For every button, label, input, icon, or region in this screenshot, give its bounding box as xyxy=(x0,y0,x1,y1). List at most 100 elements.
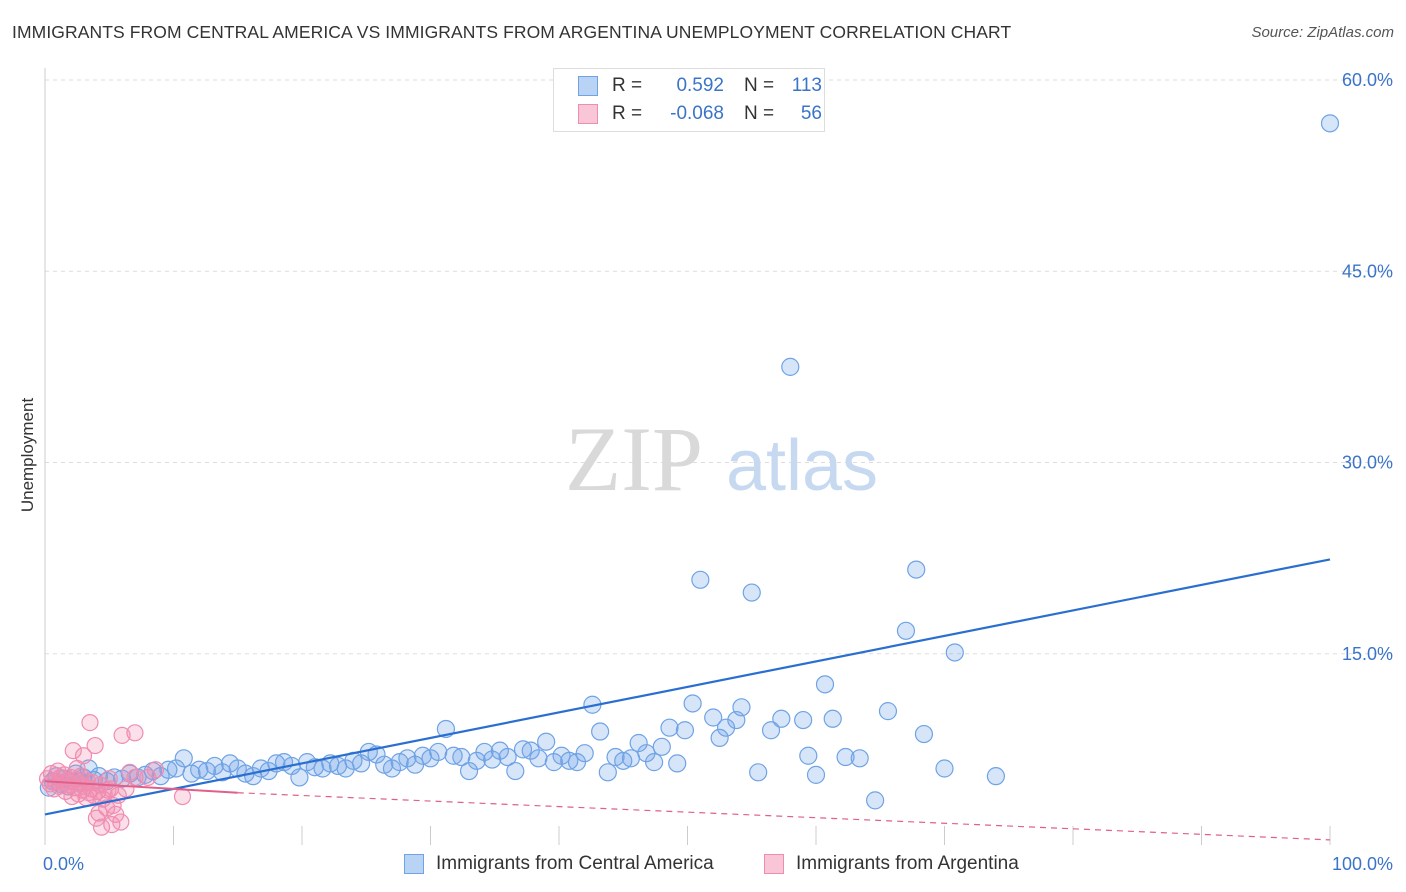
data-point-central-america xyxy=(850,749,869,768)
data-point-central-america xyxy=(190,760,209,779)
data-point-argentina xyxy=(64,742,82,760)
trend-line-argentina-solid xyxy=(44,780,238,794)
data-point-central-america xyxy=(907,560,926,579)
data-point-central-america xyxy=(537,732,556,751)
watermark-atlas: atlas xyxy=(726,426,878,506)
data-point-argentina xyxy=(126,768,144,787)
chart-title: IMMIGRANTS FROM CENTRAL AMERICA VS IMMIG… xyxy=(12,22,1012,42)
legend-swatch-blue xyxy=(578,76,598,96)
data-point-central-america xyxy=(290,768,309,787)
data-point-central-america xyxy=(914,724,934,744)
data-point-central-america xyxy=(459,761,479,781)
data-point-argentina xyxy=(146,761,165,779)
data-point-argentina xyxy=(86,736,104,755)
data-point-central-america xyxy=(498,747,517,767)
data-point-central-america xyxy=(629,733,648,753)
data-point-central-america xyxy=(521,741,540,760)
data-point-central-america xyxy=(529,749,548,768)
axes xyxy=(44,68,1331,845)
data-point-argentina xyxy=(126,724,144,742)
data-point-central-america xyxy=(475,742,494,762)
legend-row-central-america: R = 0.592 N = 113 xyxy=(578,73,822,99)
x-tick-label-min: 0.0% xyxy=(43,854,84,874)
data-point-central-america xyxy=(781,357,800,376)
data-point-central-america xyxy=(716,718,736,737)
data-point-central-america xyxy=(772,709,791,728)
data-point-argentina xyxy=(81,713,99,732)
data-point-central-america xyxy=(986,767,1006,786)
data-point-central-america xyxy=(761,721,781,740)
trend-lines xyxy=(44,558,1331,841)
data-point-central-america xyxy=(896,621,916,640)
data-point-central-america xyxy=(644,753,664,772)
data-point-central-america xyxy=(621,749,641,768)
data-point-central-america xyxy=(878,702,898,721)
data-point-central-america xyxy=(732,698,751,717)
y-tick-label: 30.0% xyxy=(1342,453,1393,473)
data-point-central-america xyxy=(866,791,885,810)
bottom-legend-swatch-pink xyxy=(764,854,784,874)
bottom-legend-swatch-blue xyxy=(404,854,424,874)
data-point-argentina xyxy=(112,813,130,831)
gridlines xyxy=(45,79,1392,655)
legend-row-argentina: R = -0.068 N = 56 xyxy=(578,101,822,127)
legend-n-label: N = xyxy=(744,103,775,124)
watermark-zip: ZIP xyxy=(565,408,703,510)
tick-labels: 15.0% 30.0% 45.0% 60.0% 0.0% 100.0% xyxy=(43,70,1393,874)
legend-r-value: 0.592 xyxy=(676,75,724,96)
legend-r-label: R = xyxy=(612,103,643,124)
data-point-central-america xyxy=(675,721,695,740)
data-point-central-america xyxy=(749,763,768,782)
data-point-argentina xyxy=(113,726,131,744)
legend-swatch-pink xyxy=(578,104,598,124)
data-point-central-america xyxy=(836,747,855,767)
points-argentina xyxy=(38,713,192,836)
data-point-central-america xyxy=(815,675,835,694)
data-point-central-america xyxy=(513,740,533,759)
y-tick-label: 60.0% xyxy=(1342,70,1393,90)
data-point-central-america xyxy=(794,710,813,730)
data-point-central-america xyxy=(1320,114,1340,133)
data-point-central-america xyxy=(560,751,579,770)
data-point-central-america xyxy=(691,570,710,589)
data-point-central-america xyxy=(704,708,723,727)
data-point-central-america xyxy=(159,760,178,779)
data-point-central-america xyxy=(598,763,617,782)
bottom-legend-label: Immigrants from Argentina xyxy=(796,853,1019,874)
source-label: Source: ZipAtlas.com xyxy=(1251,24,1394,41)
y-axis-label: Unemployment xyxy=(18,397,37,513)
bottom-legend-label: Immigrants from Central America xyxy=(436,853,714,874)
data-point-argentina xyxy=(173,787,192,806)
data-point-argentina xyxy=(92,818,111,836)
legend-r-label: R = xyxy=(612,75,643,96)
data-point-central-america xyxy=(823,709,842,728)
data-point-central-america xyxy=(935,759,954,778)
stats-legend: R = 0.592 N = 113 R = -0.068 N = 56 xyxy=(553,68,825,132)
trend-line-argentina-dashed xyxy=(237,792,1331,841)
x-tick-label-max: 100.0% xyxy=(1332,854,1393,874)
data-point-central-america xyxy=(429,742,448,762)
data-point-central-america xyxy=(799,746,818,765)
data-point-central-america xyxy=(668,754,687,773)
data-point-argentina xyxy=(121,763,139,781)
data-point-central-america xyxy=(575,744,594,763)
data-point-central-america xyxy=(742,583,761,602)
trend-line-central-america xyxy=(44,558,1331,816)
data-point-central-america xyxy=(652,737,671,756)
y-tick-label: 45.0% xyxy=(1342,261,1393,281)
data-point-central-america xyxy=(806,765,826,784)
data-point-central-america xyxy=(683,694,702,713)
data-point-central-america xyxy=(710,728,729,748)
bottom-legend-argentina: Immigrants from Argentina xyxy=(764,852,1019,876)
legend-n-value: 113 xyxy=(791,75,822,96)
bottom-legend-central-america: Immigrants from Central America xyxy=(404,852,714,876)
data-point-central-america xyxy=(444,746,463,765)
y-tick-label: 15.0% xyxy=(1342,644,1393,664)
data-point-central-america xyxy=(591,722,610,741)
legend-r-value: -0.068 xyxy=(670,103,724,124)
data-point-central-america xyxy=(174,749,193,768)
data-point-central-america xyxy=(305,758,324,777)
data-point-central-america xyxy=(506,761,525,781)
data-point-central-america xyxy=(945,643,964,662)
